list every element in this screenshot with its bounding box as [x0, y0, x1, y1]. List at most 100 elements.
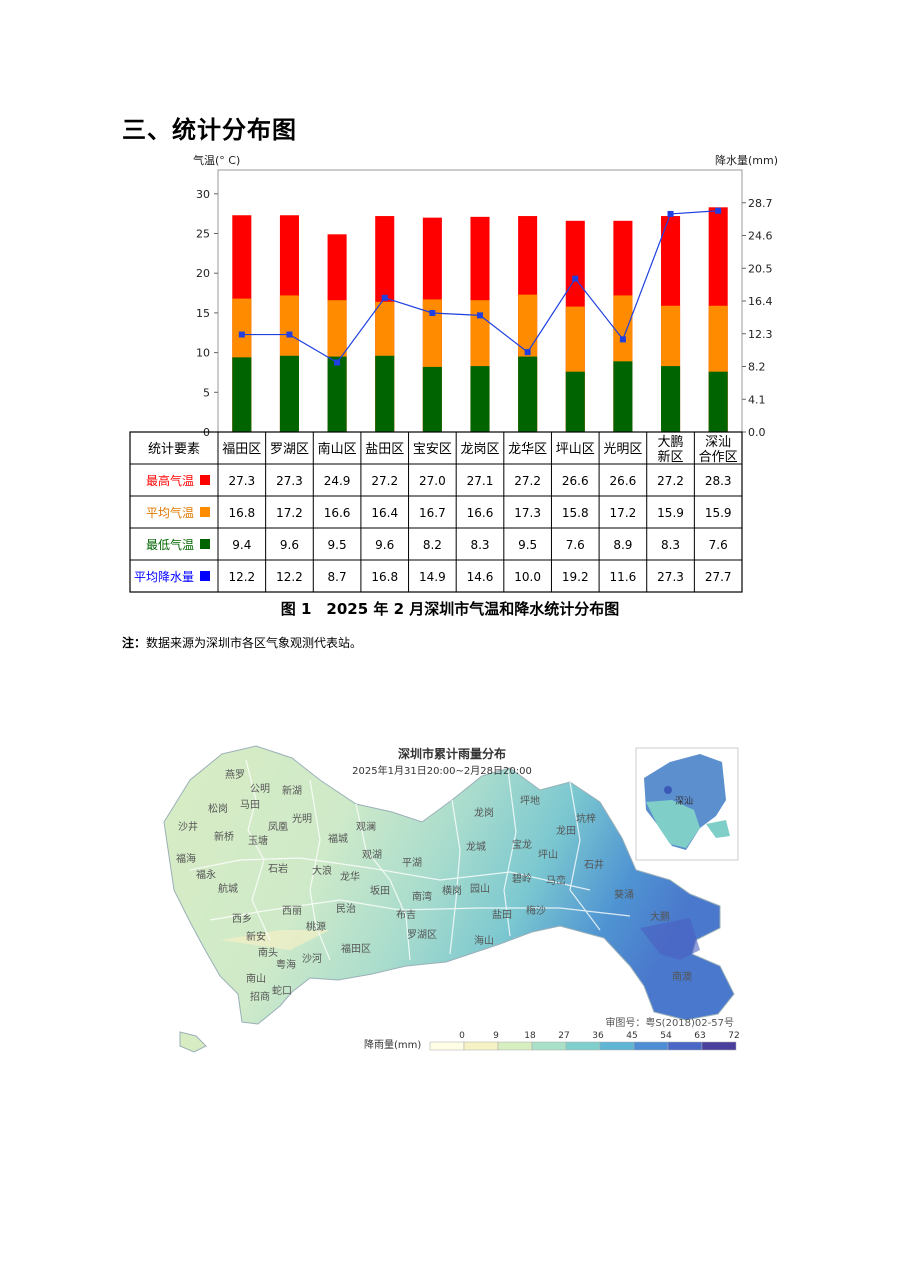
map-place-label: 航城 [218, 882, 238, 895]
map-place-label: 龙城 [466, 840, 486, 853]
rainfall-point [286, 331, 293, 338]
table-cell-value: 27.1 [467, 474, 494, 488]
bar-min-temp [422, 366, 442, 432]
table-cell-value: 27.0 [419, 474, 446, 488]
table-category-label: 新区 [658, 449, 684, 465]
bar-min-temp [279, 355, 299, 432]
right-tick-label: 4.1 [748, 393, 766, 406]
legend-swatch [429, 1041, 465, 1051]
table-cell-value: 8.7 [328, 570, 347, 584]
map-place-label: 新桥 [214, 830, 234, 843]
left-tick-label: 15 [196, 307, 210, 320]
map-landmass [163, 745, 735, 1053]
map-place-label: 粤海 [276, 958, 296, 971]
map-place-label: 观澜 [356, 821, 376, 833]
map-place-label: 民治 [336, 902, 356, 915]
series-swatch [200, 571, 210, 581]
legend-tick-label: 27 [558, 1031, 569, 1041]
map-place-label: 石岩 [268, 862, 288, 875]
legend-swatch [497, 1041, 533, 1051]
series-swatch [200, 507, 210, 517]
table-cell-value: 8.3 [661, 538, 680, 552]
series-label: 平均气温 [146, 505, 194, 520]
rainfall-point [572, 275, 579, 282]
map-place-label: 宝龙 [512, 838, 532, 851]
table-category-label: 合作区 [699, 450, 738, 465]
table-cell-value: 15.8 [562, 506, 589, 520]
map-place-label: 西乡 [232, 913, 252, 925]
bar-min-temp [375, 355, 395, 432]
legend-tick-label: 63 [694, 1031, 705, 1041]
map-place-label: 松岗 [208, 802, 228, 815]
legend-swatch [463, 1041, 499, 1051]
map-place-label: 福永 [196, 868, 216, 881]
table-cell-value: 16.4 [371, 506, 398, 520]
right-tick-label: 0.0 [748, 426, 766, 439]
table-cell-value: 15.9 [705, 506, 732, 520]
left-tick-label: 30 [196, 188, 210, 201]
table-category-label: 宝安区 [413, 442, 452, 457]
table-cell-value: 17.2 [276, 506, 303, 520]
table-cell-value: 27.3 [228, 474, 255, 488]
map-place-label: 坪山 [538, 848, 558, 861]
series-swatch [200, 475, 210, 485]
legend-swatch [531, 1041, 567, 1051]
map-place-label: 龙岗 [474, 806, 494, 819]
table-cell-value: 7.6 [709, 538, 728, 552]
map-place-label: 蛇口 [272, 984, 292, 997]
rainfall-point [238, 331, 245, 338]
table-cell-value: 12.2 [276, 570, 303, 584]
legend-tick-label: 72 [728, 1031, 739, 1041]
map-place-label: 马峦 [546, 874, 566, 887]
figure-1-caption: 图 1 2025 年 2 月深圳市气温和降水统计分布图 [280, 600, 620, 618]
map-place-label: 葵涌 [614, 889, 634, 901]
map-place-label: 大鹏 [650, 910, 670, 923]
right-axis-label: 降水量(mm) [715, 153, 778, 167]
bar-min-temp [327, 356, 347, 432]
table-cell-value: 16.8 [371, 570, 398, 584]
right-tick-label: 24.6 [748, 230, 773, 243]
table-cell-value: 12.2 [228, 570, 255, 584]
map-place-label: 盐田 [492, 908, 512, 921]
table-cell-value: 27.7 [705, 570, 732, 584]
map-place-label: 福海 [176, 852, 196, 865]
section-title: 三、统计分布图 [122, 116, 297, 144]
map-place-label: 平湖 [402, 857, 422, 869]
table-cell-value: 26.6 [610, 474, 637, 488]
note-label: 注： [122, 636, 147, 650]
table-cell-value: 10.0 [514, 570, 541, 584]
rainfall-point [619, 336, 626, 343]
note-text: 数据来源为深圳市各区气象观测代表站。 [146, 636, 363, 650]
map-place-label: 横岗 [442, 884, 462, 897]
table-cell-value: 11.6 [610, 570, 637, 584]
map-place-label: 梅沙 [526, 904, 546, 917]
right-tick-label: 28.7 [748, 197, 773, 210]
map-place-label: 新安 [246, 930, 266, 943]
table-cell-value: 24.9 [324, 474, 351, 488]
bar-min-temp [470, 366, 490, 432]
table-cell-value: 9.5 [328, 538, 347, 552]
right-tick-label: 12.3 [748, 328, 773, 341]
map-place-label: 西丽 [282, 906, 302, 917]
rainfall-point [477, 312, 483, 319]
map-place-label: 沙井 [178, 820, 198, 833]
rainfall-point [381, 294, 388, 301]
map-subtitle: 2025年1月31日20:00~2月28日20:00 [352, 764, 532, 777]
map-title: 深圳市累计雨量分布 [398, 746, 506, 761]
series-label: 最低气温 [146, 537, 194, 552]
table-cell-value: 16.8 [228, 506, 255, 520]
map-place-label: 桃源 [306, 920, 326, 933]
map-place-label: 南湾 [412, 890, 432, 903]
map-place-label: 坂田 [370, 885, 390, 897]
rainfall-point [524, 349, 531, 356]
table-cell-value: 19.2 [562, 570, 589, 584]
map-place-label: 龙华 [340, 870, 360, 883]
map-place-label: 罗湖区 [407, 929, 437, 941]
legend-title: 降雨量(mm) [364, 1038, 421, 1051]
table-cell-value: 9.4 [232, 538, 251, 552]
table-cell-value: 9.6 [280, 538, 299, 552]
bar-min-temp [565, 371, 585, 432]
data-source-note: 注：数据来源为深圳市各区气象观测代表站。 [122, 634, 362, 651]
